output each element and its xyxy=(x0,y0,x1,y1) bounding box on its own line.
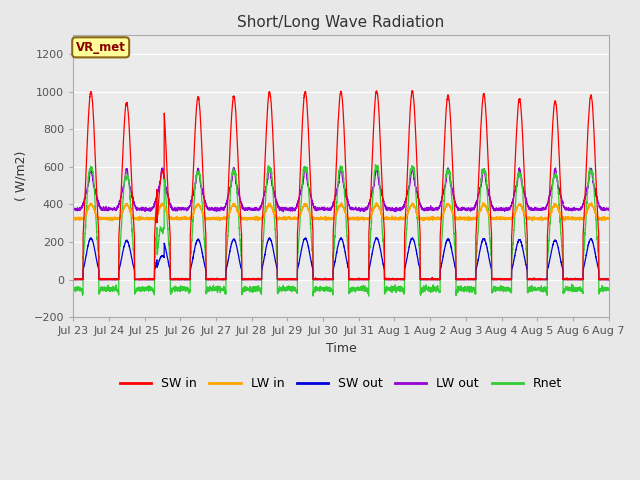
LW in xyxy=(431,215,439,221)
Line: SW out: SW out xyxy=(73,238,609,279)
Rnet xyxy=(166,249,173,254)
Rnet xyxy=(604,285,612,291)
LW out xyxy=(604,207,612,213)
Rnet xyxy=(492,289,499,295)
LW in xyxy=(419,218,427,224)
SW in xyxy=(461,276,469,282)
SW out xyxy=(166,264,173,270)
Rnet xyxy=(365,293,372,299)
LW out xyxy=(492,205,499,211)
LW in xyxy=(604,216,612,222)
Y-axis label: ( W/m2): ( W/m2) xyxy=(15,151,28,202)
SW in xyxy=(408,88,416,94)
Line: Rnet: Rnet xyxy=(73,165,609,296)
LW out xyxy=(337,164,345,170)
X-axis label: Time: Time xyxy=(326,342,356,355)
LW out xyxy=(321,206,328,212)
SW in xyxy=(69,276,77,282)
LW out xyxy=(392,209,399,215)
Rnet xyxy=(372,162,380,168)
LW out xyxy=(431,207,439,213)
LW in xyxy=(492,215,499,220)
Line: LW in: LW in xyxy=(73,203,609,221)
SW in xyxy=(604,276,612,282)
SW in xyxy=(321,276,329,282)
LW out xyxy=(166,198,173,204)
SW in xyxy=(166,221,173,227)
SW out xyxy=(492,276,499,282)
LW in xyxy=(588,200,595,205)
LW in xyxy=(321,216,328,222)
LW in xyxy=(461,216,468,222)
Rnet xyxy=(431,286,439,291)
LW out xyxy=(69,205,77,211)
SW out xyxy=(69,276,77,282)
SW in xyxy=(431,276,439,282)
Rnet xyxy=(69,287,77,293)
SW out xyxy=(431,276,439,282)
Rnet xyxy=(321,287,328,293)
SW in xyxy=(605,276,612,282)
LW in xyxy=(166,215,173,220)
LW in xyxy=(605,216,612,222)
SW out xyxy=(373,235,381,240)
SW in xyxy=(69,276,77,282)
SW out xyxy=(605,276,612,282)
Rnet xyxy=(605,287,612,293)
LW in xyxy=(69,216,77,221)
Line: SW in: SW in xyxy=(73,91,609,279)
LW out xyxy=(461,205,469,211)
SW out xyxy=(461,276,469,282)
Legend: SW in, LW in, SW out, LW out, Rnet: SW in, LW in, SW out, LW out, Rnet xyxy=(115,372,567,396)
SW out xyxy=(321,276,329,282)
SW out xyxy=(69,276,77,282)
Title: Short/Long Wave Radiation: Short/Long Wave Radiation xyxy=(237,15,445,30)
Text: VR_met: VR_met xyxy=(76,41,125,54)
LW out xyxy=(605,206,612,212)
Line: LW out: LW out xyxy=(73,167,609,212)
Rnet xyxy=(461,287,469,293)
SW out xyxy=(604,276,612,282)
SW in xyxy=(492,276,499,282)
